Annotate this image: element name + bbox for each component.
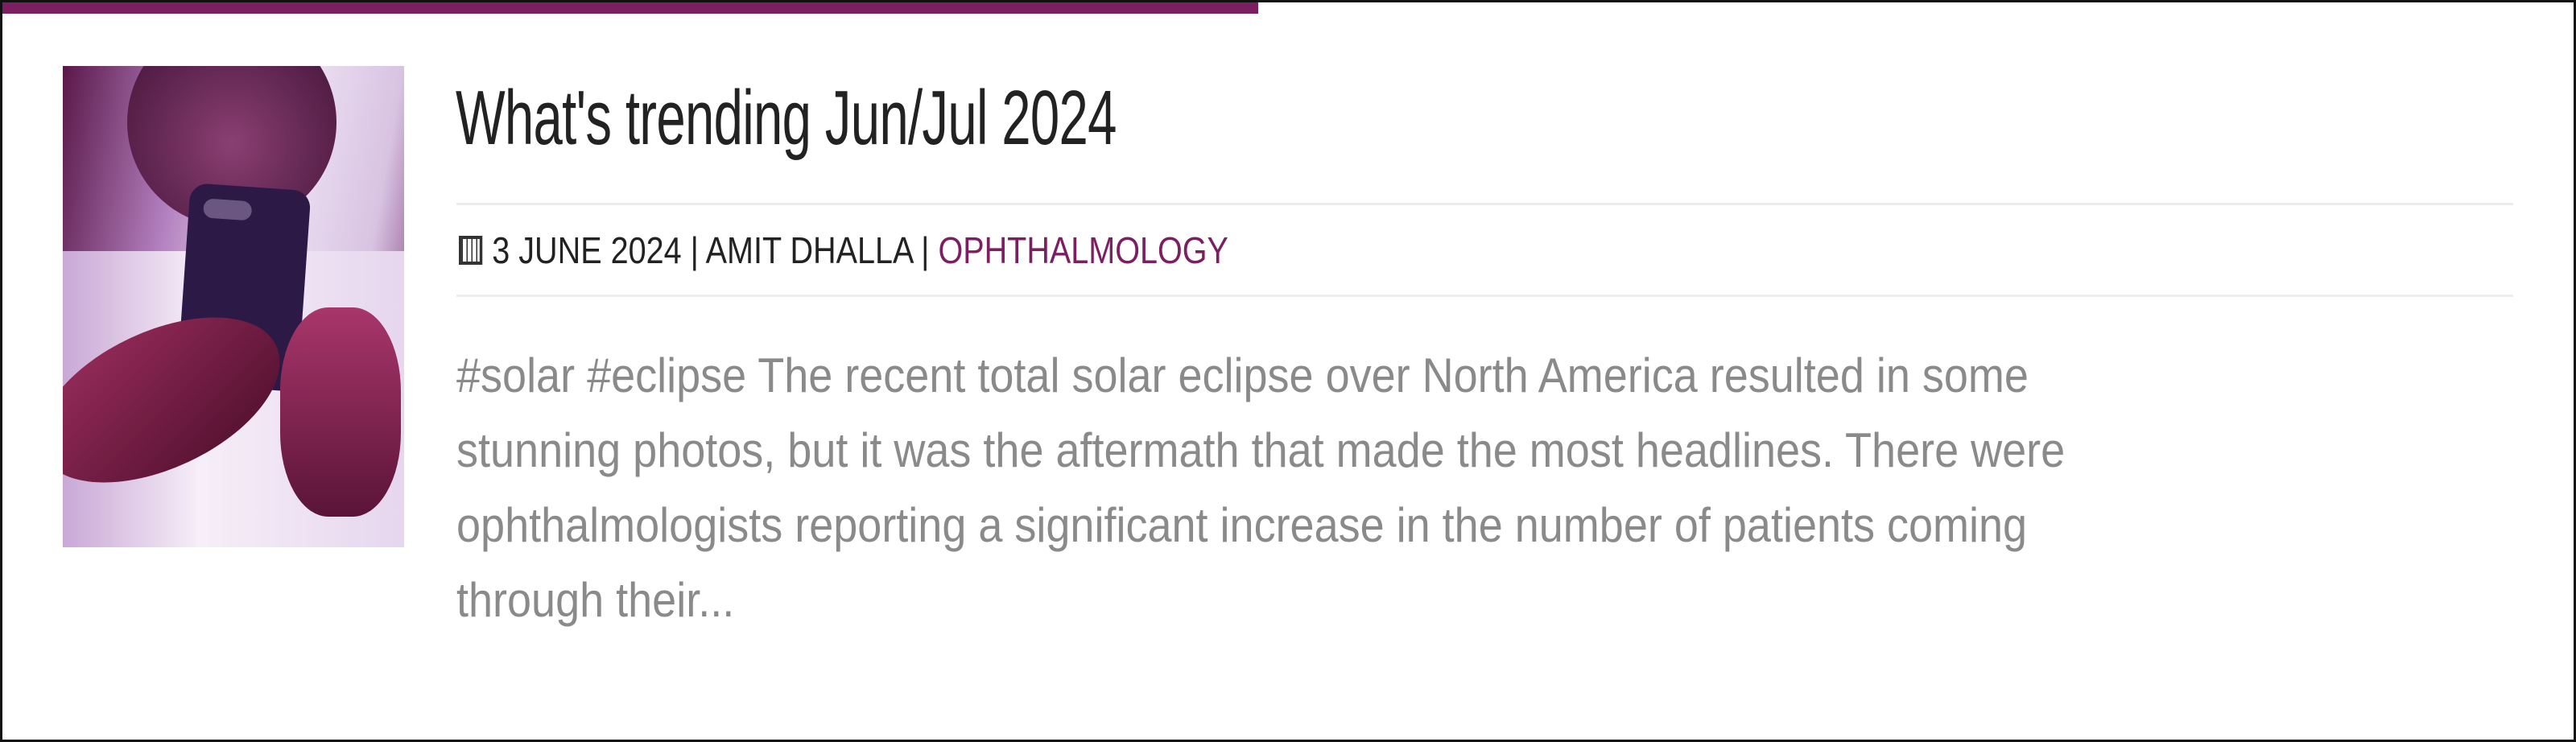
- calendar-icon: [459, 236, 483, 265]
- thumbnail-hand: [280, 307, 401, 517]
- excerpt-line: ophthalmologists reporting a significant…: [456, 498, 2028, 552]
- post-author[interactable]: AMIT DHALLA: [705, 229, 913, 271]
- post-date: 3 JUNE 2024: [492, 229, 682, 271]
- thumbnail-camera: [202, 198, 253, 221]
- excerpt-line: through their...: [456, 573, 735, 627]
- separator: |: [921, 229, 930, 271]
- post-excerpt: #solar #eclipse The recent total solar e…: [456, 338, 2244, 637]
- post-title[interactable]: What's trending Jun/Jul 2024: [456, 75, 1117, 161]
- separator: |: [690, 229, 699, 271]
- post-category[interactable]: OPHTHALMOLOGY: [938, 229, 1228, 271]
- accent-bar: [2, 2, 1258, 14]
- excerpt-line: #solar #eclipse The recent total solar e…: [456, 348, 2029, 402]
- divider: [456, 295, 2513, 297]
- excerpt-line: stunning photos, but it was the aftermat…: [456, 423, 2066, 477]
- divider: [456, 203, 2513, 205]
- post-thumbnail[interactable]: [63, 66, 404, 547]
- post-meta: 3 JUNE 2024 | AMIT DHALLA | OPHTHALMOLOG…: [459, 229, 1228, 272]
